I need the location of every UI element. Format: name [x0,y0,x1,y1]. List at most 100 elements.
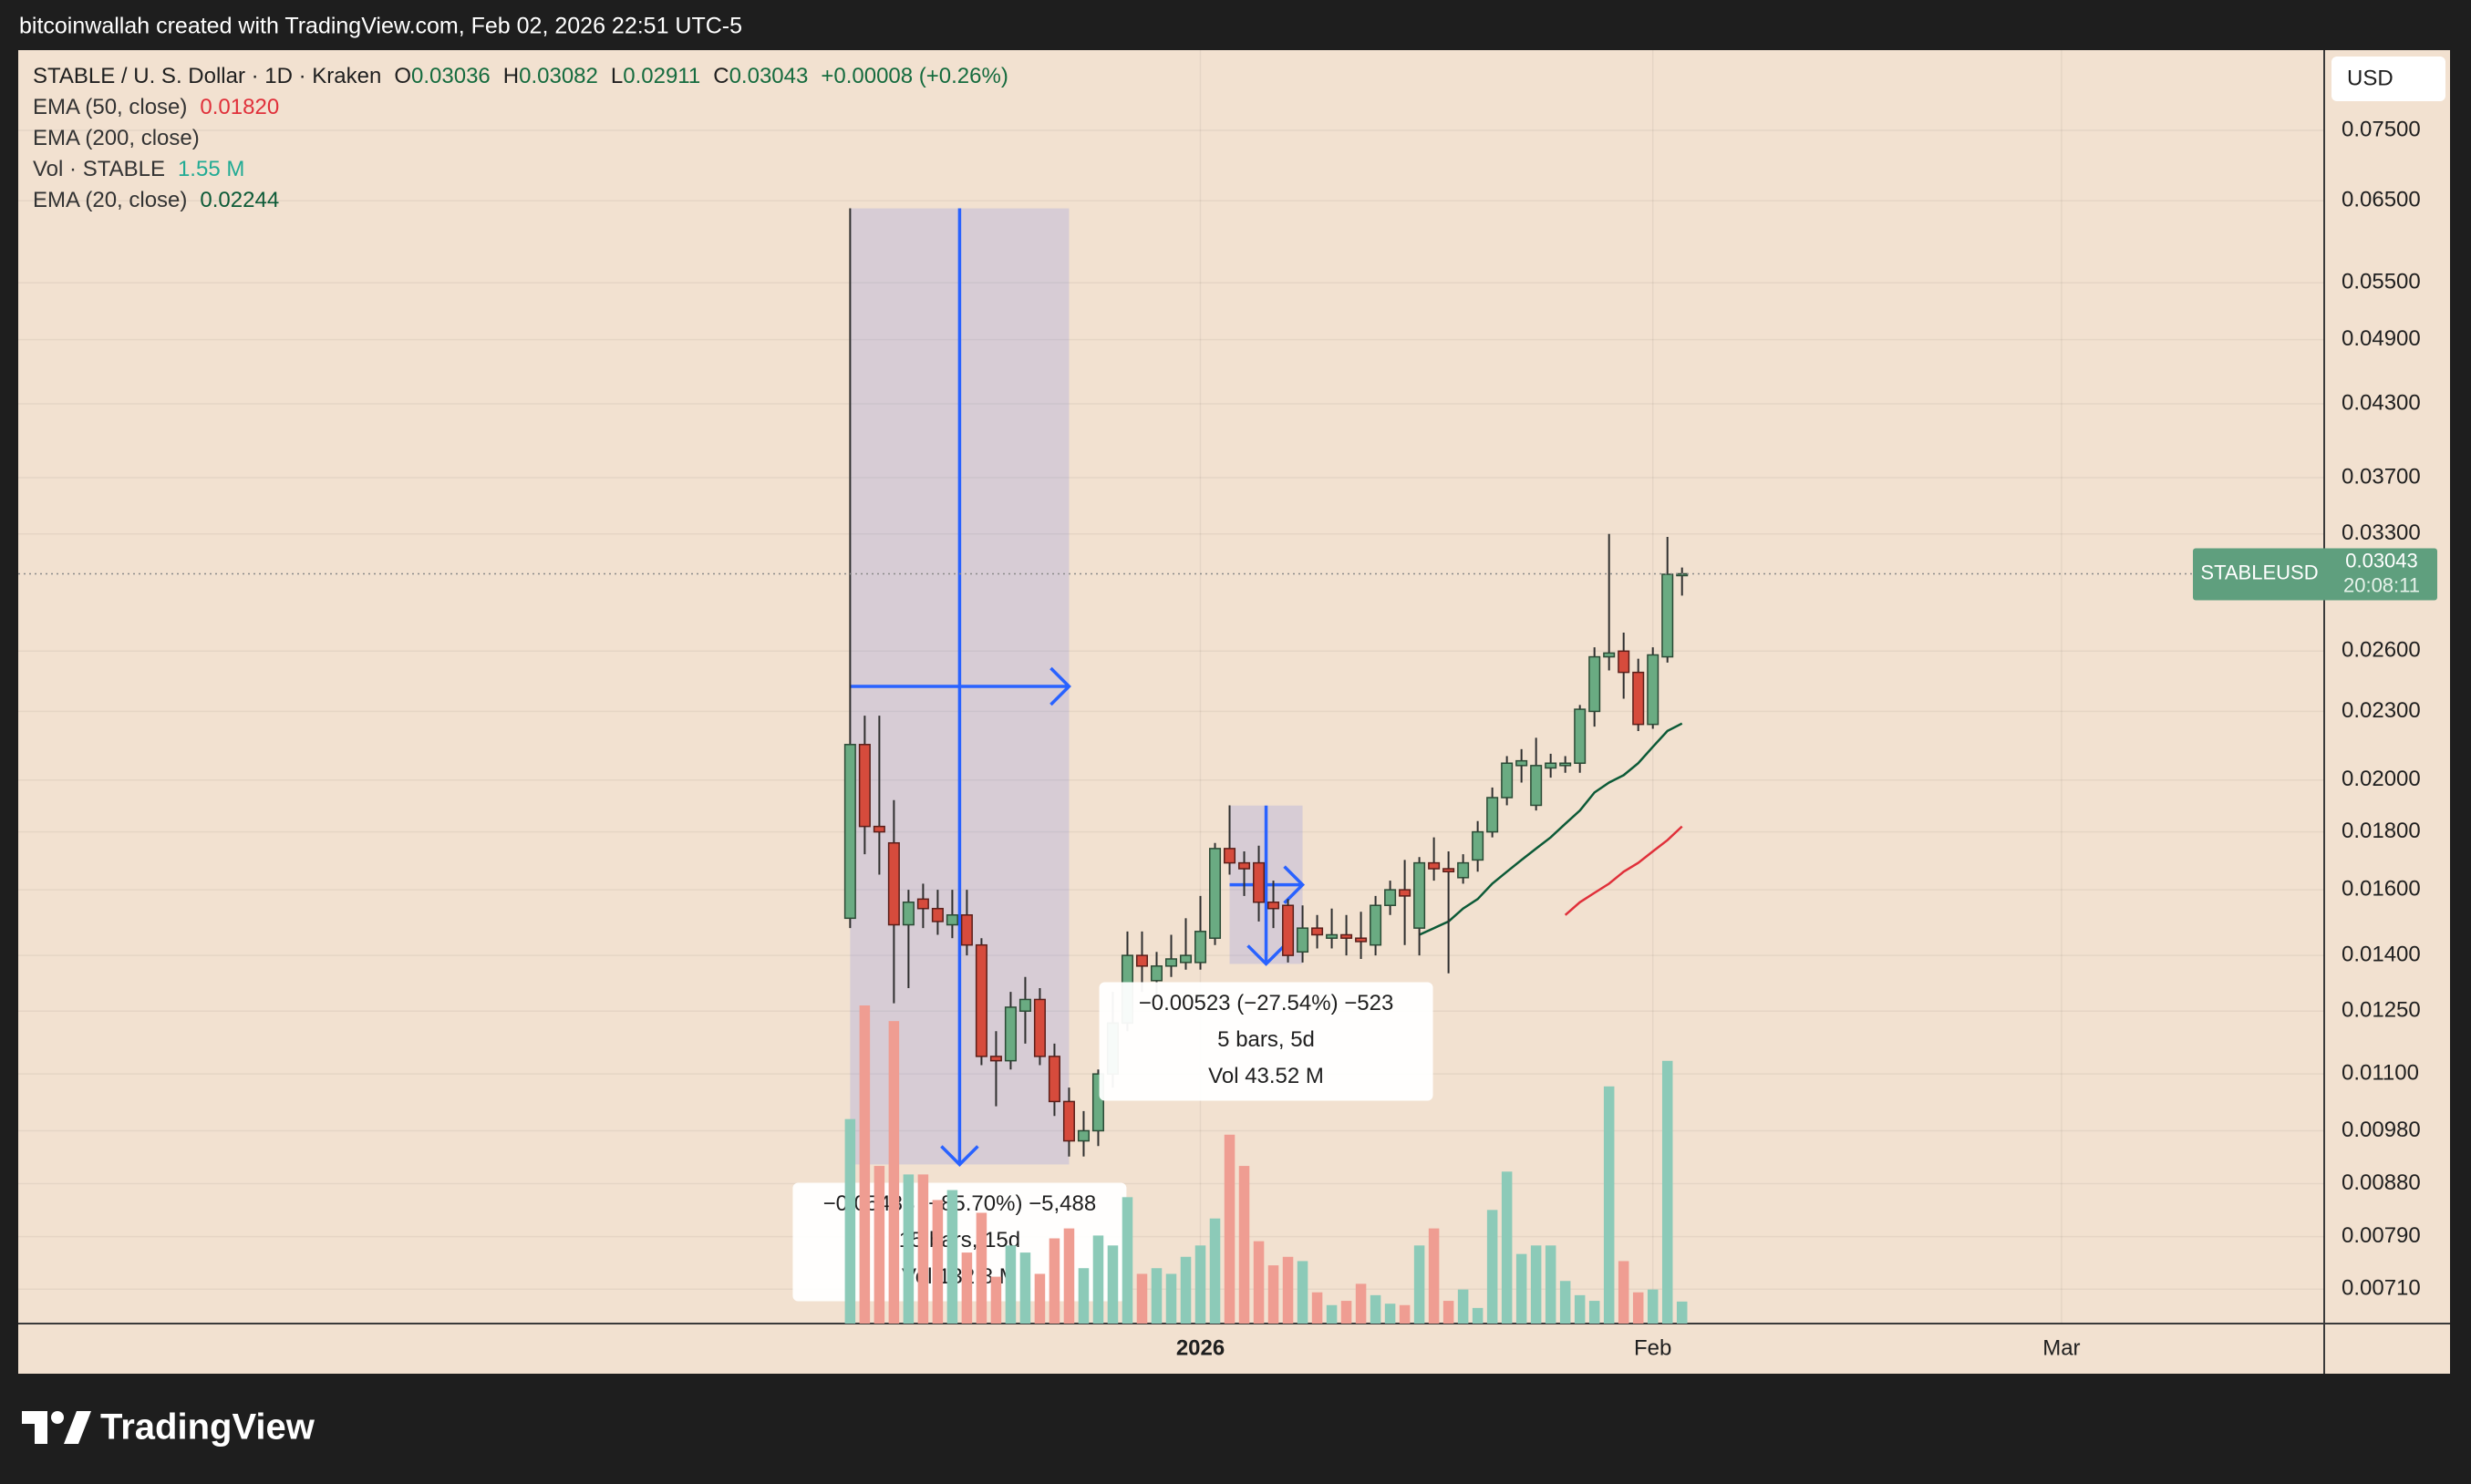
candle-body [1588,655,1601,713]
candle-body [1545,762,1557,769]
volume-bar [1253,1241,1265,1324]
volume-bar [1078,1268,1090,1324]
volume-bar [874,1166,885,1324]
volume-bar [1107,1245,1119,1324]
legend-header: STABLE / U. S. Dollar · 1D · Kraken O0.03… [33,64,1008,88]
candle-body [1238,861,1251,870]
volume-bar [1530,1245,1542,1324]
candle-body [1077,1129,1090,1142]
y-tick-label: 0.00790 [2342,1223,2421,1248]
measure-arrowhead [1283,865,1306,904]
candle-body [1135,954,1148,967]
volume-bar [1122,1197,1133,1324]
ohlc-label: O [394,64,411,88]
candles [843,208,1689,1157]
attribution: bitcoinwallah created with TradingView.c… [19,14,742,39]
y-tick-label: 0.00980 [2342,1118,2421,1142]
candle-body [1399,889,1411,897]
volume-bar [1049,1238,1060,1324]
volume-bar [1486,1210,1498,1324]
price-tag-countdown: 20:08:11 [2343,573,2420,596]
legend-value: 0.01820 [200,95,279,119]
candle-body [960,914,973,946]
y-tick-label: 0.01800 [2342,819,2421,843]
price-tag-value: 0.03043 [2345,549,2418,572]
legend-name: EMA (50, close) [33,95,187,119]
volume-bar [1428,1228,1440,1324]
volume-bar [1224,1134,1236,1324]
measure-label: −0.00523 (−27.54%) −523 [1139,991,1394,1015]
candle-body [1209,848,1222,939]
chart-title: STABLE / U. S. Dollar · 1D · Kraken [33,64,381,88]
volume-bar [946,1190,958,1324]
currency-label[interactable]: USD [2347,66,2393,90]
volume-bar [1618,1261,1629,1324]
candle-body [1501,762,1514,799]
currency-button-box[interactable] [2331,57,2445,101]
volume-bar [1019,1252,1031,1324]
measure-shading [850,208,1306,1167]
candle-body [1224,848,1236,864]
candle-body [1486,797,1499,833]
candle-body [946,914,958,926]
volume-bar [1194,1245,1206,1324]
volume-bar [888,1021,900,1324]
price-tag [2193,548,2437,601]
change-value: +0.00008 (+0.26%) [821,64,1008,88]
candle-body [1472,830,1484,861]
candle-body [1062,1100,1075,1142]
volume-bar [1180,1256,1192,1324]
legend-value: 0.02244 [200,188,279,212]
volume-bar [1297,1261,1308,1324]
measure-label-box [1099,982,1433,1101]
logo-shape [51,1411,64,1424]
volume-bar [1647,1289,1659,1324]
volume-bar [1588,1301,1600,1324]
candle-body [1413,861,1426,929]
legend-name: EMA (200, close) [33,126,200,150]
candle-body [1048,1056,1060,1103]
volume-bar [1209,1218,1221,1324]
brand-name: TradingView [100,1407,315,1448]
x-tick-label: Feb [1634,1335,1671,1360]
logo-shape [22,1411,47,1444]
candle-body [873,825,885,833]
candle-body [1574,708,1587,764]
candle-body [843,744,856,920]
volume-bar [1340,1301,1352,1324]
y-tick-label: 0.01100 [2342,1061,2419,1086]
measure-arrowhead [1049,666,1071,706]
volume-bar [932,1200,944,1324]
volume-bar [1151,1268,1163,1324]
candle-body [1515,759,1528,767]
candle-body [1267,902,1280,910]
volume-bar [1136,1273,1148,1324]
volume-bar [1574,1294,1586,1324]
volume-bar [1282,1256,1294,1324]
volume-bar [1238,1166,1250,1324]
candle-body [1442,868,1455,873]
volume-bar [1399,1304,1411,1324]
volume-bar [1472,1307,1484,1324]
x-tick-label: 2026 [1176,1335,1225,1360]
candle-body [1297,927,1309,953]
y-tick-label: 0.03300 [2342,520,2421,545]
y-tick-label: 0.01250 [2342,998,2421,1023]
legend-value: 1.55 M [178,157,244,181]
candle-body [1428,861,1441,870]
volume-bar [1063,1228,1075,1324]
candle-body [1340,933,1353,939]
candle-body [1647,654,1659,726]
y-tick-label: 0.04900 [2342,326,2421,351]
candle-body [1311,927,1324,936]
candle-body [1661,573,1674,658]
y-tick-label: 0.03700 [2342,464,2421,489]
volume-bar [1442,1301,1454,1324]
currency-button[interactable]: USD [2331,57,2445,101]
volume-bar [1370,1294,1381,1324]
volume-bar [1092,1235,1104,1324]
ohlc-label: C [713,64,729,88]
volume-bar [976,1212,987,1324]
